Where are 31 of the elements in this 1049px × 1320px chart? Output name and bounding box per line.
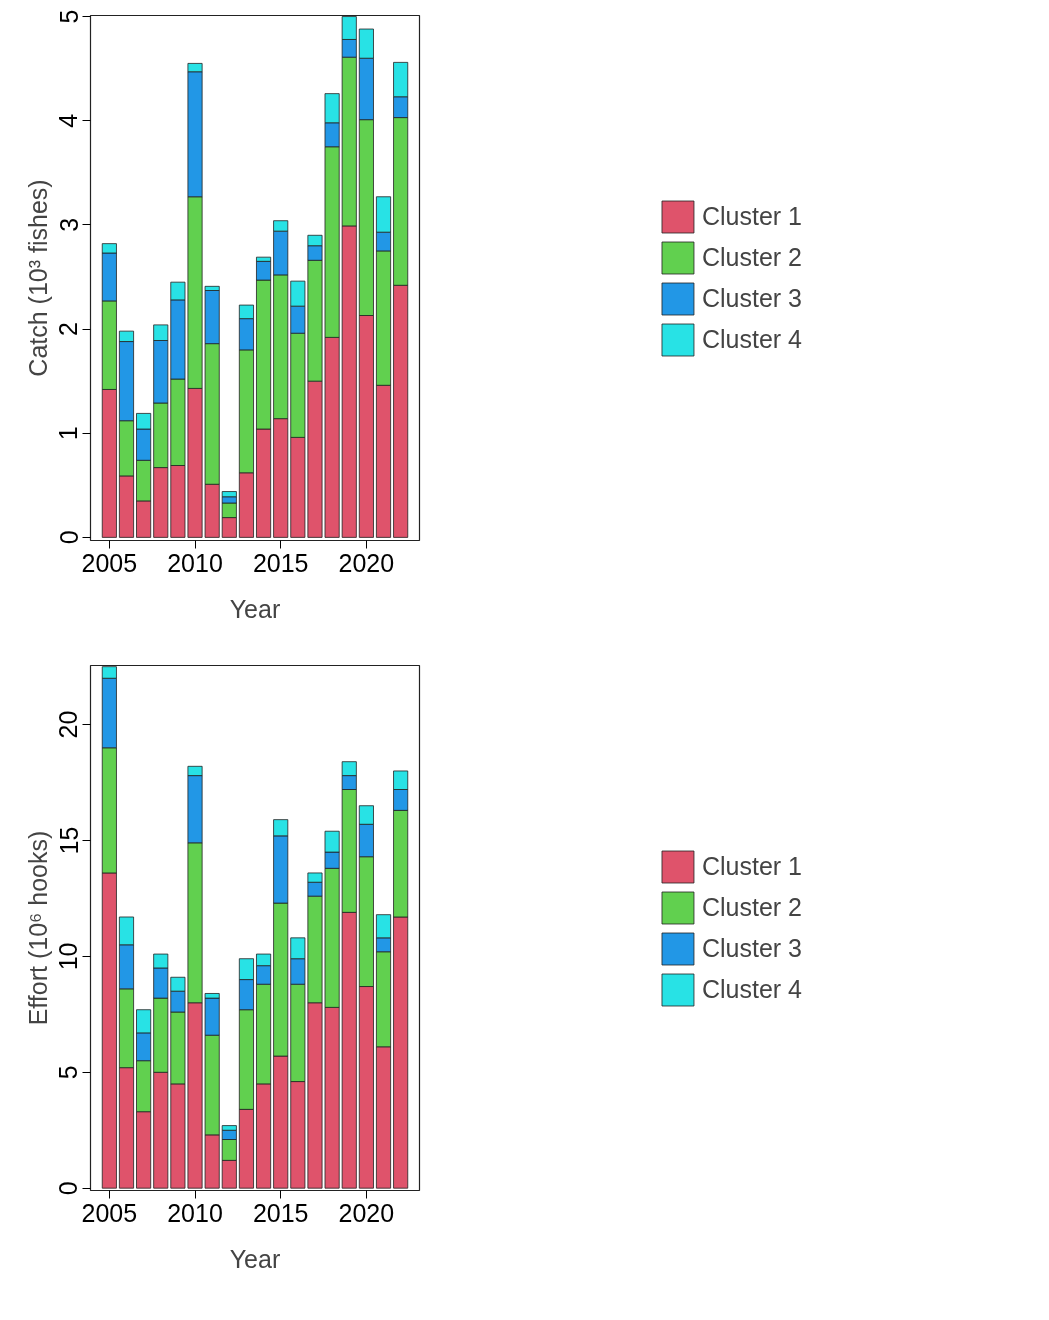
- y-tick-label: 20: [54, 710, 83, 739]
- x-tick-label: 2015: [252, 548, 309, 577]
- legend-label: Cluster 1: [701, 201, 803, 231]
- y-axis-title: Catch (10³ fishes): [23, 179, 52, 377]
- legend-label: Cluster 3: [701, 933, 803, 963]
- y-tick-label: 3: [54, 217, 83, 232]
- x-tick-label: 2005: [81, 548, 138, 577]
- y-tick-label: 4: [54, 113, 83, 128]
- y-tick-label: 5: [54, 1065, 83, 1080]
- y-tick-label: 2: [54, 322, 83, 336]
- y-tick-label: 1: [54, 426, 83, 441]
- y-tick-label: 10: [54, 942, 83, 971]
- x-tick-label: 2005: [81, 1198, 138, 1227]
- y-tick-label: 0: [54, 1181, 83, 1196]
- y-axis-title: Effort (10⁶ hooks): [23, 830, 52, 1026]
- x-axis-title: Year: [229, 1244, 281, 1273]
- x-tick-label: 2015: [252, 1198, 309, 1227]
- x-axis-title: Year: [229, 594, 281, 623]
- legend-label: Cluster 4: [701, 974, 803, 1004]
- x-tick-label: 2020: [338, 548, 395, 577]
- x-tick-label: 2010: [167, 548, 223, 577]
- legend-label: Cluster 3: [701, 283, 803, 313]
- legend-label: Cluster 2: [701, 892, 803, 922]
- y-tick-label: 0: [54, 530, 83, 545]
- legend-label: Cluster 2: [701, 242, 803, 272]
- legend-label: Cluster 4: [701, 324, 803, 354]
- legend-label: Cluster 1: [701, 851, 803, 881]
- x-tick-label: 2020: [338, 1198, 395, 1227]
- y-tick-label: 15: [54, 826, 83, 855]
- y-tick-label: 5: [54, 9, 83, 24]
- x-tick-label: 2010: [167, 1198, 223, 1227]
